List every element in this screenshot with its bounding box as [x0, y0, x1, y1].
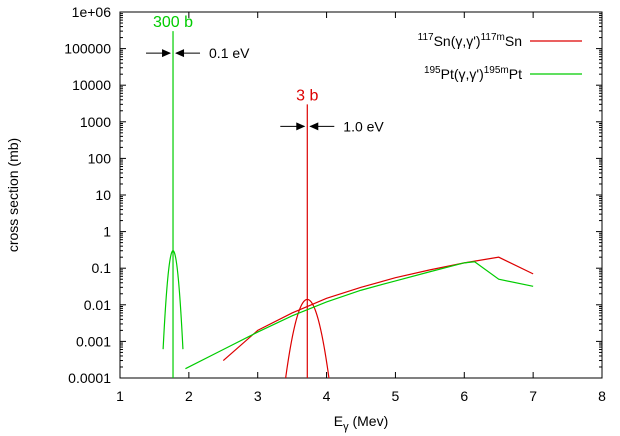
- y-tick-label: 1: [103, 224, 111, 240]
- y-tick-label: 100: [88, 150, 112, 166]
- right-arrowhead: [175, 49, 185, 58]
- x-tick-label: 3: [254, 388, 262, 404]
- x-tick-label: 6: [460, 388, 468, 404]
- series-sn117: [222, 104, 534, 378]
- series-curve: [222, 256, 534, 361]
- resonance-width-label: 1.0 eV: [343, 118, 384, 134]
- resonance-strength-label: 3 b: [296, 87, 318, 104]
- series-pt195: [162, 31, 534, 378]
- x-tick-label: 1: [116, 388, 124, 404]
- width-arrows: [280, 122, 335, 131]
- series-layer: [162, 31, 534, 378]
- series-curve: [185, 261, 534, 370]
- x-tick-label: 7: [529, 388, 537, 404]
- y-tick-label: 0.01: [84, 297, 111, 313]
- width-arrows: [146, 49, 201, 58]
- legend: 117Sn(γ,γ')117mSn 195Pt(γ,γ')195mPt: [418, 32, 582, 82]
- y-tick-label: 0.001: [76, 333, 111, 349]
- annotations: 3 b 1.0 eV 300 b 0.1 eV: [146, 14, 384, 134]
- y-tick-label: 1e+06: [72, 4, 112, 20]
- x-tick-label: 4: [323, 388, 331, 404]
- legend-label: 117Sn(γ,γ')117mSn: [418, 32, 522, 49]
- axes: 1 2 3 4 5 6 7 8 0.0001 0.001 0.01 0.1 1 10 100 1000 1000…: [5, 4, 606, 433]
- plot-frame: [119, 11, 603, 379]
- y-tick-label: 0.0001: [68, 370, 111, 386]
- x-axis-label: Eγ (Mev): [334, 413, 389, 433]
- legend-label: 195Pt(γ,γ')195mPt: [424, 65, 522, 82]
- resonance-width-label: 0.1 eV: [209, 45, 250, 61]
- y-tick-label: 10000: [72, 77, 111, 93]
- y-tick-label: 0.1: [92, 260, 112, 276]
- resonance-strength-label: 300 b: [153, 14, 193, 31]
- x-tick-label: 5: [392, 388, 400, 404]
- x-tick-label: 8: [598, 388, 606, 404]
- y-tick-label: 1000: [80, 114, 111, 130]
- y-tick-label: 100000: [64, 41, 111, 57]
- y-tick-label: 10: [95, 187, 111, 203]
- left-arrowhead: [296, 122, 306, 131]
- y-axis-label: cross section (mb): [5, 138, 21, 252]
- x-tick-label: 2: [185, 388, 193, 404]
- right-arrowhead: [309, 122, 319, 131]
- left-arrowhead: [162, 49, 172, 58]
